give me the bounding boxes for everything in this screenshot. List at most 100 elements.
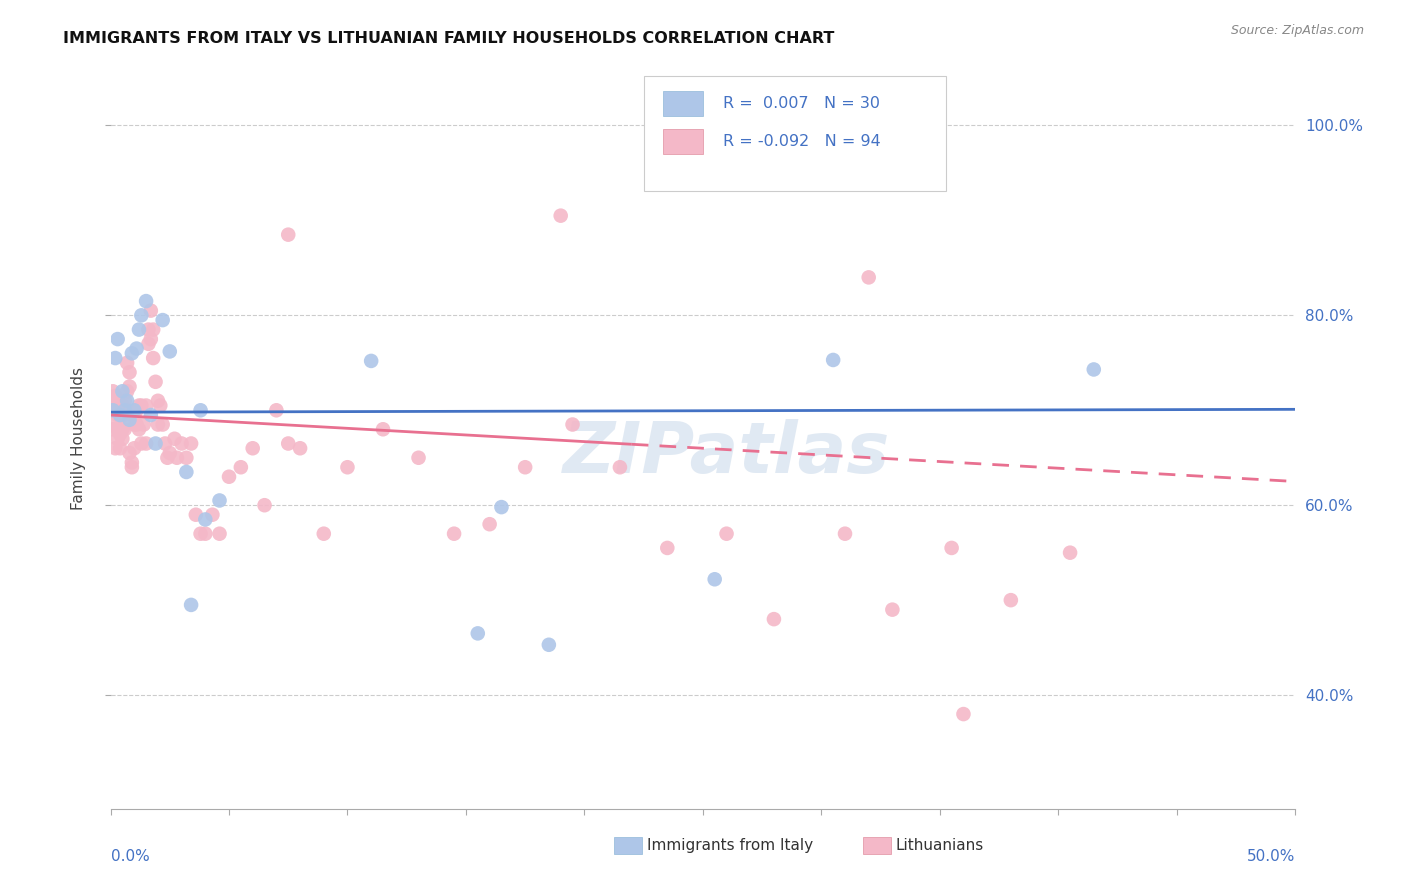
Point bbox=[657, 541, 679, 555]
Point bbox=[156, 450, 179, 465]
Point bbox=[125, 342, 148, 356]
Point bbox=[194, 526, 217, 541]
Point bbox=[115, 393, 138, 408]
Point bbox=[288, 442, 311, 456]
Point bbox=[703, 572, 725, 586]
Point bbox=[115, 384, 138, 399]
Point bbox=[132, 417, 155, 432]
Point bbox=[118, 365, 141, 379]
Text: Source: ZipAtlas.com: Source: ZipAtlas.com bbox=[1230, 24, 1364, 37]
Point bbox=[166, 450, 188, 465]
Point bbox=[101, 403, 124, 417]
Point bbox=[176, 450, 198, 465]
Point bbox=[312, 526, 335, 541]
Point bbox=[118, 446, 141, 460]
Point bbox=[609, 460, 631, 475]
Point bbox=[115, 356, 138, 370]
Point bbox=[180, 436, 202, 450]
Point bbox=[184, 508, 207, 522]
Point bbox=[491, 500, 513, 515]
Text: R = -0.092   N = 94: R = -0.092 N = 94 bbox=[723, 135, 880, 149]
Point bbox=[121, 346, 143, 360]
Point bbox=[122, 408, 145, 422]
Point bbox=[371, 422, 394, 436]
Point bbox=[159, 344, 181, 359]
Point bbox=[882, 602, 904, 616]
Point bbox=[152, 417, 174, 432]
Point bbox=[139, 332, 162, 346]
Point bbox=[266, 403, 288, 417]
Point bbox=[111, 432, 134, 446]
Point bbox=[952, 707, 974, 722]
Point bbox=[170, 436, 193, 450]
Point bbox=[762, 612, 785, 626]
Point bbox=[1000, 593, 1022, 607]
Point bbox=[515, 460, 537, 475]
Point bbox=[135, 294, 157, 309]
Text: ZIPatlas: ZIPatlas bbox=[562, 419, 890, 488]
Point bbox=[111, 399, 134, 413]
Point bbox=[153, 436, 176, 450]
Point bbox=[107, 408, 129, 422]
Point bbox=[101, 422, 124, 436]
Point bbox=[277, 436, 299, 450]
Point bbox=[122, 403, 145, 417]
Point bbox=[121, 460, 143, 475]
Point bbox=[107, 432, 129, 446]
Point bbox=[135, 436, 157, 450]
Point bbox=[121, 455, 143, 469]
Point bbox=[108, 442, 131, 456]
Point bbox=[135, 399, 157, 413]
Point bbox=[208, 493, 231, 508]
Point bbox=[108, 403, 131, 417]
Point bbox=[208, 526, 231, 541]
Y-axis label: Family Households: Family Households bbox=[72, 368, 86, 510]
Point bbox=[443, 526, 465, 541]
Point bbox=[1059, 546, 1081, 560]
Point bbox=[138, 336, 160, 351]
Point bbox=[146, 393, 169, 408]
Point bbox=[142, 322, 165, 336]
Point bbox=[139, 303, 162, 318]
FancyBboxPatch shape bbox=[662, 91, 703, 116]
Point bbox=[104, 442, 127, 456]
Point bbox=[128, 399, 150, 413]
Point bbox=[834, 526, 856, 541]
Text: IMMIGRANTS FROM ITALY VS LITHUANIAN FAMILY HOUSEHOLDS CORRELATION CHART: IMMIGRANTS FROM ITALY VS LITHUANIAN FAMI… bbox=[63, 31, 835, 46]
Point bbox=[550, 209, 572, 223]
Point bbox=[118, 413, 141, 427]
Point bbox=[146, 417, 169, 432]
Point bbox=[941, 541, 963, 555]
Point bbox=[122, 442, 145, 456]
Point bbox=[176, 465, 198, 479]
FancyBboxPatch shape bbox=[662, 129, 703, 154]
Point bbox=[104, 389, 127, 403]
Point bbox=[128, 422, 150, 436]
Point bbox=[159, 446, 181, 460]
Text: R =  0.007   N = 30: R = 0.007 N = 30 bbox=[723, 95, 880, 111]
Point bbox=[190, 403, 212, 417]
Text: 50.0%: 50.0% bbox=[1247, 849, 1295, 864]
Point bbox=[180, 598, 202, 612]
Point bbox=[858, 270, 880, 285]
Point bbox=[537, 638, 560, 652]
Point bbox=[142, 351, 165, 365]
Point bbox=[104, 351, 127, 365]
Point bbox=[122, 417, 145, 432]
Point bbox=[101, 384, 124, 399]
Point bbox=[138, 322, 160, 336]
Point bbox=[101, 403, 124, 417]
Point bbox=[253, 498, 276, 512]
Point bbox=[823, 353, 845, 368]
Point bbox=[561, 417, 583, 432]
Point bbox=[107, 422, 129, 436]
Point bbox=[108, 408, 131, 422]
Point bbox=[194, 512, 217, 526]
Point bbox=[467, 626, 489, 640]
Point bbox=[229, 460, 252, 475]
Text: Lithuanians: Lithuanians bbox=[896, 838, 984, 853]
Point bbox=[107, 332, 129, 346]
Point bbox=[111, 422, 134, 436]
Point bbox=[478, 517, 501, 532]
Point bbox=[149, 399, 172, 413]
